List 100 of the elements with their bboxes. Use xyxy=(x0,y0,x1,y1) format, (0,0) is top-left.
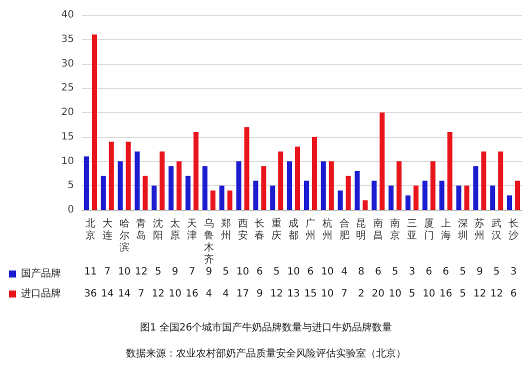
bar xyxy=(126,142,131,210)
bar xyxy=(481,152,486,210)
x-tick-label: 天津 xyxy=(187,218,197,242)
data-label: 5 xyxy=(493,266,500,278)
bar xyxy=(287,161,292,210)
data-label: 9 xyxy=(172,266,178,278)
legend-label: 国产品牌 xyxy=(21,268,61,280)
legend-label: 进口品牌 xyxy=(21,288,61,300)
bar xyxy=(507,195,512,210)
data-label: 12 xyxy=(152,288,165,300)
bar xyxy=(186,176,190,210)
bar xyxy=(328,161,334,210)
bar xyxy=(210,190,216,210)
bar xyxy=(194,132,198,210)
bar xyxy=(295,146,300,210)
bar xyxy=(108,142,114,210)
bar xyxy=(219,186,224,210)
bar xyxy=(278,152,284,210)
data-label: 15 xyxy=(304,288,317,300)
x-tick-label: 青岛 xyxy=(136,218,146,242)
x-tick-label: 郑州 xyxy=(220,218,231,242)
data-label: 7 xyxy=(104,266,111,278)
x-tick-label: 长沙 xyxy=(508,218,519,242)
bar xyxy=(142,176,148,210)
bar xyxy=(236,161,242,210)
data-label: 6 xyxy=(307,266,314,278)
bar xyxy=(244,127,250,210)
bar xyxy=(354,171,360,210)
data-label: 12 xyxy=(490,288,503,300)
data-label: 5 xyxy=(222,266,230,278)
x-tick-label: 长春 xyxy=(254,218,265,242)
data-label: 10 xyxy=(321,266,334,278)
data-label: 14 xyxy=(101,288,114,300)
data-label: 13 xyxy=(287,288,300,300)
bar xyxy=(338,190,343,210)
bar xyxy=(456,186,462,210)
data-label: 9 xyxy=(256,288,263,300)
data-label: 4 xyxy=(206,288,212,300)
data-label: 16 xyxy=(186,288,198,300)
x-tick-label: 合肥 xyxy=(339,218,350,242)
bar xyxy=(261,166,266,210)
x-tick-label: 西安 xyxy=(238,218,248,242)
data-label: 5 xyxy=(392,266,398,278)
y-tick-label: 5 xyxy=(68,180,74,192)
bar xyxy=(447,132,452,210)
x-tick-label: 上海 xyxy=(440,218,451,242)
data-label: 12 xyxy=(134,266,148,278)
x-tick-label: 乌鲁木齐 xyxy=(204,218,214,266)
data-label: 6 xyxy=(374,266,382,278)
data-label: 12 xyxy=(473,288,486,300)
x-tick-label: 南昌 xyxy=(373,218,384,242)
text: 图1 全国26个城市国产牛奶品牌数量与进口牛奶品牌数量 xyxy=(140,322,392,334)
x-tick-label: 苏州 xyxy=(474,218,485,242)
data-label: 14 xyxy=(118,288,131,300)
data-label: 7 xyxy=(341,288,348,300)
x-tick-label: 广州 xyxy=(305,218,316,242)
y-tick-label: 10 xyxy=(61,156,74,167)
x-tick-label: 太原 xyxy=(170,218,180,242)
bar xyxy=(118,161,123,210)
data-label: 3 xyxy=(408,266,416,278)
x-tick-label: 成都 xyxy=(288,218,299,242)
bar xyxy=(346,176,351,210)
bar xyxy=(168,166,174,210)
bar xyxy=(430,161,436,210)
bar xyxy=(372,180,377,210)
data-label: 10 xyxy=(118,266,131,278)
data-label: 5 xyxy=(460,288,466,300)
y-tick-label: 25 xyxy=(61,82,74,94)
bar xyxy=(227,190,232,210)
data-label: 12 xyxy=(270,288,283,300)
bar xyxy=(473,166,478,210)
data-label: 5 xyxy=(273,266,280,278)
data-label: 6 xyxy=(256,266,263,278)
bar xyxy=(253,180,258,210)
x-tick-label: 大连 xyxy=(102,218,112,242)
bar xyxy=(422,180,428,210)
bar xyxy=(100,176,106,210)
x-tick-label: 厦门 xyxy=(424,218,434,242)
data-label: 8 xyxy=(358,266,364,278)
y-tick-label: 30 xyxy=(61,58,74,70)
x-tick-label: 深圳 xyxy=(456,218,468,242)
y-tick-label: 35 xyxy=(61,34,74,45)
data-label: 11 xyxy=(84,266,97,278)
data-label: 10 xyxy=(168,288,182,300)
bar xyxy=(414,186,418,210)
bar xyxy=(312,136,317,210)
data-label: 3 xyxy=(510,266,517,278)
x-tick-label: 北京 xyxy=(85,218,96,242)
data-label: 16 xyxy=(439,288,452,300)
data-label: 6 xyxy=(442,266,450,278)
data-label: 5 xyxy=(460,266,466,278)
bar xyxy=(202,166,208,210)
data-label: 20 xyxy=(372,288,385,300)
bar xyxy=(152,186,157,210)
bar xyxy=(515,180,520,210)
data-label: 5 xyxy=(408,288,416,300)
x-tick-label: 武汉 xyxy=(492,218,502,242)
bar xyxy=(439,180,444,210)
data-label: 4 xyxy=(341,266,348,278)
bar xyxy=(406,195,410,210)
